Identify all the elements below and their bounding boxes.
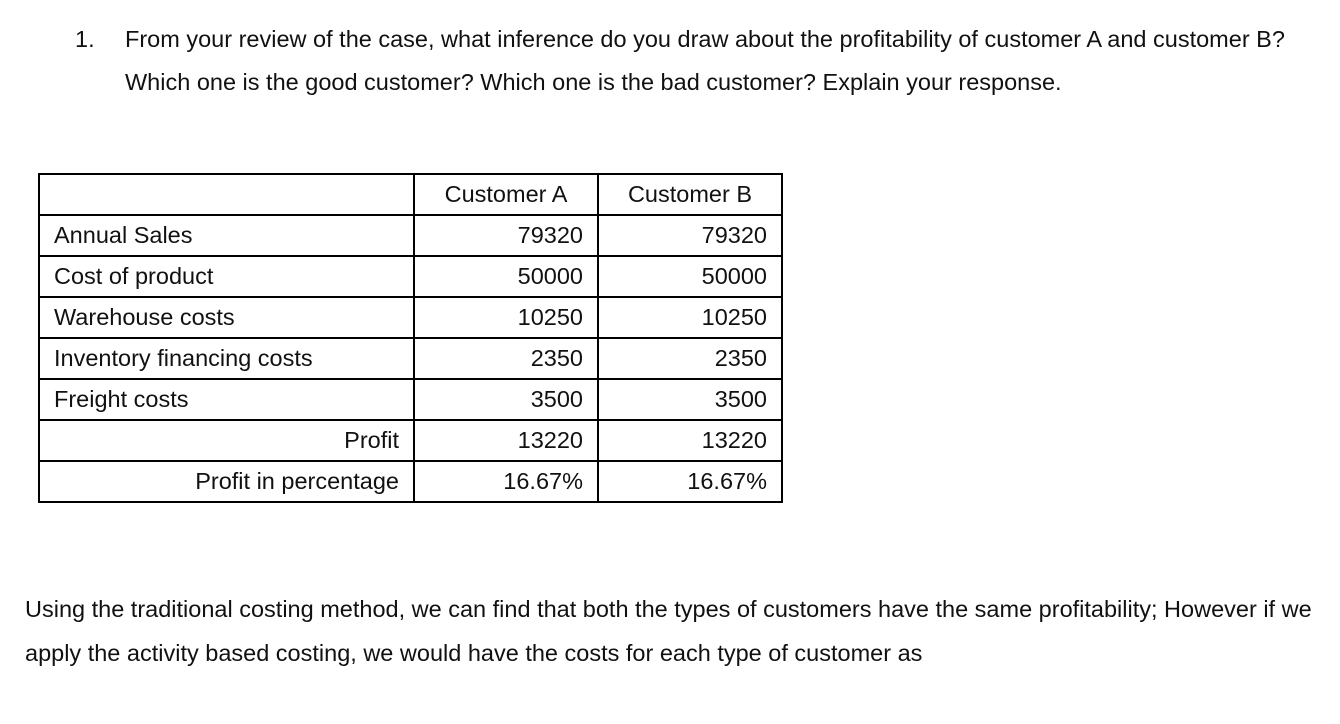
profitability-table: Customer A Customer B Annual Sales 79320… <box>38 173 783 503</box>
customer-b-value: 10250 <box>597 296 783 339</box>
row-label: Inventory financing costs <box>38 337 415 380</box>
row-label: Profit <box>38 419 415 462</box>
table-header-row: Customer A Customer B <box>38 173 783 216</box>
question-text: From your review of the case, what infer… <box>125 26 1285 95</box>
customer-a-value: 16.67% <box>413 460 599 503</box>
question-number: 1. <box>75 26 95 52</box>
table-row: Freight costs 3500 3500 <box>38 378 783 421</box>
table-row-profit-percentage: Profit in percentage 16.67% 16.67% <box>38 460 783 503</box>
customer-a-value: 79320 <box>413 214 599 257</box>
table-row: Cost of product 50000 50000 <box>38 255 783 298</box>
header-customer-a: Customer A <box>413 173 599 216</box>
customer-b-value: 3500 <box>597 378 783 421</box>
customer-b-value: 16.67% <box>597 460 783 503</box>
row-label: Annual Sales <box>38 214 415 257</box>
header-customer-b: Customer B <box>597 173 783 216</box>
customer-b-value: 13220 <box>597 419 783 462</box>
answer-paragraph: Using the traditional costing method, we… <box>25 596 1312 666</box>
customer-a-value: 2350 <box>413 337 599 380</box>
row-label: Warehouse costs <box>38 296 415 339</box>
table-row: Warehouse costs 10250 10250 <box>38 296 783 339</box>
row-label: Cost of product <box>38 255 415 298</box>
row-label: Freight costs <box>38 378 415 421</box>
table-row: Annual Sales 79320 79320 <box>38 214 783 257</box>
header-empty <box>38 173 415 216</box>
customer-b-value: 2350 <box>597 337 783 380</box>
customer-a-value: 13220 <box>413 419 599 462</box>
customer-a-value: 50000 <box>413 255 599 298</box>
row-label: Profit in percentage <box>38 460 415 503</box>
customer-a-value: 3500 <box>413 378 599 421</box>
table-row-profit: Profit 13220 13220 <box>38 419 783 462</box>
customer-b-value: 79320 <box>597 214 783 257</box>
customer-a-value: 10250 <box>413 296 599 339</box>
customer-b-value: 50000 <box>597 255 783 298</box>
table-row: Inventory financing costs 2350 2350 <box>38 337 783 380</box>
